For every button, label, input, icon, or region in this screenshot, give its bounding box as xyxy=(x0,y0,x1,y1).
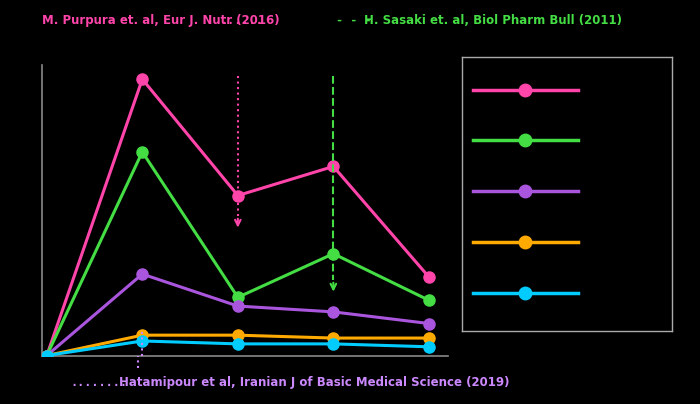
Text: Hatamipour et al, Iranian J of Basic Medical Science (2019): Hatamipour et al, Iranian J of Basic Med… xyxy=(119,376,510,389)
Text: H. Sasaki et. al, Biol Pharm Bull (2011): H. Sasaki et. al, Biol Pharm Bull (2011) xyxy=(364,14,622,27)
Text: - - -: - - - xyxy=(336,14,372,27)
Text: ......: ...... xyxy=(220,14,263,27)
Text: ........: ........ xyxy=(70,376,127,389)
Text: M. Purpura et. al, Eur J. Nutr (2016): M. Purpura et. al, Eur J. Nutr (2016) xyxy=(42,14,279,27)
